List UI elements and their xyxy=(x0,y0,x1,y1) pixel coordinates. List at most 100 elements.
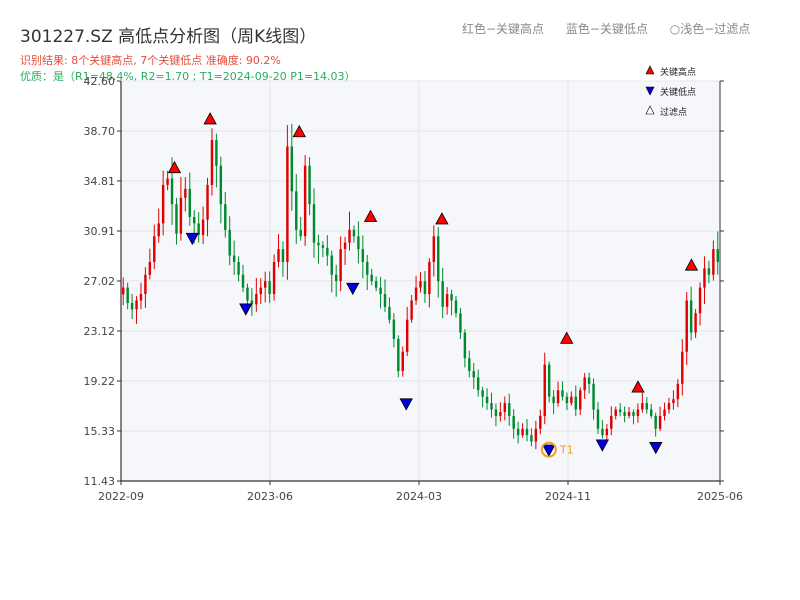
candle xyxy=(658,406,662,431)
key-low-marker xyxy=(346,282,360,296)
candle xyxy=(224,191,227,238)
legend-filtered-label: 过滤点 xyxy=(660,106,687,118)
candle xyxy=(295,173,298,245)
candle-body xyxy=(508,403,511,416)
t1-label: T1 xyxy=(559,444,574,457)
candle xyxy=(374,276,378,292)
candle xyxy=(512,409,515,439)
candle xyxy=(299,217,302,241)
candle-body xyxy=(454,300,458,314)
candle-body xyxy=(295,191,298,230)
candle-body xyxy=(299,229,302,237)
candle xyxy=(321,241,325,258)
candle-body xyxy=(618,409,622,413)
candle-body xyxy=(681,351,684,384)
candle xyxy=(481,386,484,408)
candle xyxy=(468,350,471,378)
candle xyxy=(707,260,711,284)
candle-body xyxy=(685,300,688,352)
x-tick-label: 2025-06 xyxy=(697,490,743,503)
candle xyxy=(334,264,338,297)
chart-title: 301227.SZ 高低点分析图（周K线图） xyxy=(20,27,317,47)
key-low-marker xyxy=(185,232,199,246)
candle xyxy=(574,385,578,417)
candle xyxy=(135,296,138,324)
candle-body xyxy=(126,287,129,304)
candle-body xyxy=(610,415,613,429)
x-tick-label: 2022-09 xyxy=(98,490,144,503)
candle xyxy=(552,390,555,415)
candle xyxy=(645,397,649,414)
candle-body xyxy=(334,274,338,282)
candle xyxy=(636,403,640,423)
candle xyxy=(361,235,365,279)
candle xyxy=(348,211,351,251)
candle-body xyxy=(188,188,191,218)
candle-body xyxy=(192,217,196,224)
candle xyxy=(144,267,147,308)
legend-filtered-icon xyxy=(645,105,655,115)
candle-body xyxy=(241,274,245,288)
candle xyxy=(303,155,307,246)
candle xyxy=(272,254,276,301)
candle-body xyxy=(494,409,498,416)
candle-body xyxy=(286,146,289,262)
candle-body xyxy=(255,294,258,305)
candle-body xyxy=(499,412,502,416)
candle xyxy=(681,339,684,396)
quality-summary: 优质：是（R1=48.4%, R2=1.70 ; T1=2024-09-20 P… xyxy=(20,70,356,83)
candle-body xyxy=(153,236,156,262)
candle xyxy=(366,254,369,291)
candle-body xyxy=(237,261,240,275)
candle-body xyxy=(534,428,538,442)
candle-body xyxy=(197,223,200,235)
candle-body xyxy=(516,428,520,436)
key-high-marker xyxy=(560,331,574,344)
candle xyxy=(685,292,688,365)
top-legend-filtered: ○浅色−过滤点 xyxy=(669,22,751,36)
candle-body xyxy=(707,268,711,275)
candle-body xyxy=(157,223,160,237)
candle-body xyxy=(401,351,404,372)
candle xyxy=(485,388,489,410)
candle xyxy=(232,240,236,276)
candle-body xyxy=(339,249,342,282)
candle-body xyxy=(672,399,675,404)
key-low-marker xyxy=(595,439,610,452)
candle xyxy=(698,282,702,326)
candle xyxy=(508,393,511,426)
candle xyxy=(445,287,449,315)
candle-body xyxy=(574,396,578,410)
candle-body xyxy=(277,249,280,262)
candle xyxy=(530,428,533,447)
legend-high-label: 关键高点 xyxy=(660,66,696,78)
candle xyxy=(166,170,169,191)
candle xyxy=(352,225,356,243)
y-tick-label: 15.33 xyxy=(84,425,116,438)
candle xyxy=(494,403,498,427)
candle xyxy=(534,420,538,450)
candle-body xyxy=(423,281,427,295)
candle xyxy=(317,234,320,264)
candle-body xyxy=(530,435,533,442)
candle-body xyxy=(623,412,626,416)
candle-body xyxy=(246,287,249,301)
candle xyxy=(326,235,329,266)
candle xyxy=(499,402,502,422)
candle xyxy=(263,271,267,303)
candle-body xyxy=(388,306,391,320)
candle xyxy=(525,419,529,442)
candle-body xyxy=(587,377,591,384)
candle-body xyxy=(627,412,631,416)
candle xyxy=(587,372,591,394)
candle xyxy=(419,272,422,293)
x-tick-label: 2023-06 xyxy=(247,490,293,503)
candle-body xyxy=(361,249,365,262)
candle xyxy=(290,123,294,211)
candle-body xyxy=(437,236,440,282)
candle-body xyxy=(667,403,671,410)
candle xyxy=(521,423,524,438)
candle-body xyxy=(490,403,493,410)
candle-body xyxy=(698,287,702,314)
